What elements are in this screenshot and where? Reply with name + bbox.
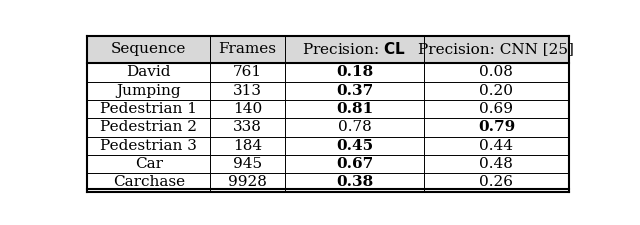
Text: David: David bbox=[127, 65, 171, 79]
Text: 0.81: 0.81 bbox=[336, 102, 373, 116]
Text: Pedestrian 3: Pedestrian 3 bbox=[100, 139, 197, 153]
Text: 0.45: 0.45 bbox=[336, 139, 373, 153]
Text: 140: 140 bbox=[233, 102, 262, 116]
Text: 0.18: 0.18 bbox=[336, 65, 373, 79]
Text: 0.38: 0.38 bbox=[336, 176, 373, 189]
Text: 0.79: 0.79 bbox=[478, 120, 515, 134]
Text: 945: 945 bbox=[233, 157, 262, 171]
Text: Carchase: Carchase bbox=[113, 176, 185, 189]
Text: 761: 761 bbox=[233, 65, 262, 79]
Text: 338: 338 bbox=[233, 120, 262, 134]
Text: Precision: CNN [25]: Precision: CNN [25] bbox=[419, 43, 574, 56]
Text: 0.08: 0.08 bbox=[479, 65, 513, 79]
Text: 9928: 9928 bbox=[228, 176, 267, 189]
Text: 0.44: 0.44 bbox=[479, 139, 513, 153]
Text: 0.26: 0.26 bbox=[479, 176, 513, 189]
Text: 0.67: 0.67 bbox=[336, 157, 373, 171]
Text: 184: 184 bbox=[233, 139, 262, 153]
Text: Pedestrian 1: Pedestrian 1 bbox=[100, 102, 197, 116]
Text: 0.69: 0.69 bbox=[479, 102, 513, 116]
Text: Precision: $\mathbf{CL}$: Precision: $\mathbf{CL}$ bbox=[302, 41, 406, 57]
Text: 0.20: 0.20 bbox=[479, 84, 513, 98]
Text: Car: Car bbox=[135, 157, 163, 171]
Text: 0.37: 0.37 bbox=[336, 84, 373, 98]
Text: 313: 313 bbox=[233, 84, 262, 98]
Text: 0.48: 0.48 bbox=[479, 157, 513, 171]
Text: Jumping: Jumping bbox=[116, 84, 181, 98]
Text: Frames: Frames bbox=[218, 43, 276, 56]
Text: Pedestrian 2: Pedestrian 2 bbox=[100, 120, 197, 134]
Text: 0.78: 0.78 bbox=[337, 120, 371, 134]
Text: Sequence: Sequence bbox=[111, 43, 186, 56]
